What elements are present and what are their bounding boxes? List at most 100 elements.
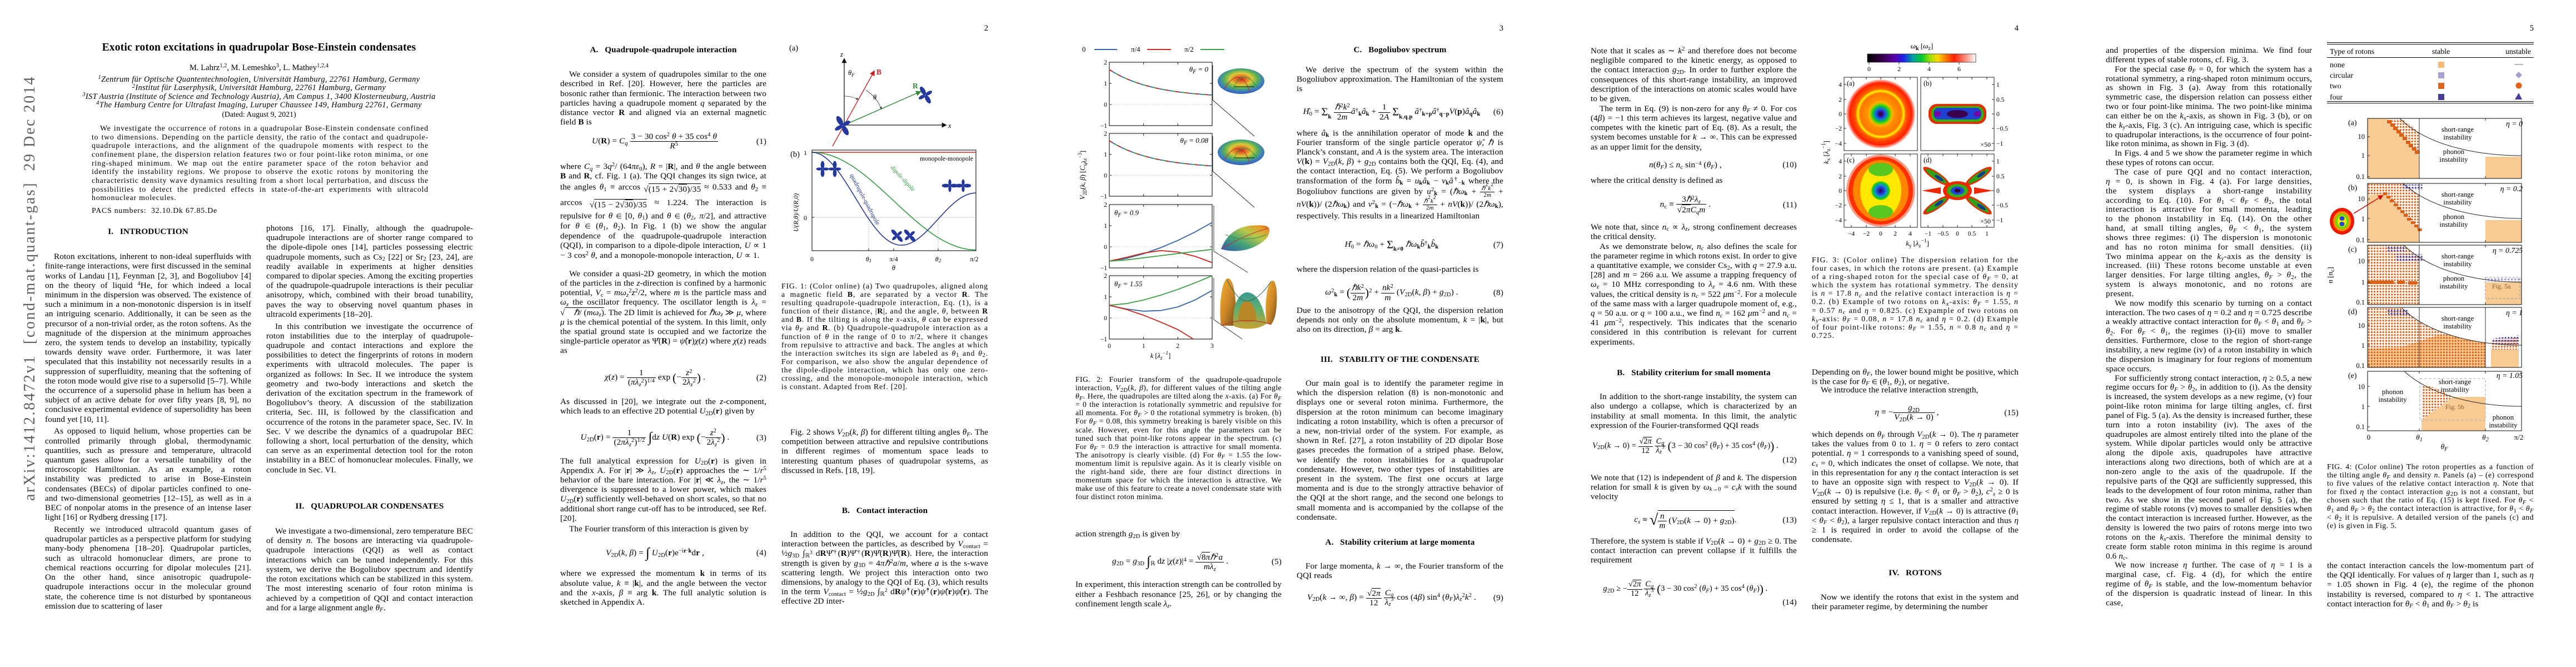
svg-text:−4: −4 (1835, 217, 1842, 224)
svg-text:2: 2 (1897, 65, 1901, 73)
svg-text:short-range: short-range (2442, 315, 2474, 322)
svg-text:θ1: θ1 (2416, 433, 2422, 443)
svg-text:two: two (2330, 82, 2341, 90)
svg-text:π/2: π/2 (2514, 433, 2524, 441)
svg-text:short-range: short-range (2442, 191, 2474, 198)
svg-text:0: 0 (1996, 188, 2000, 195)
svg-text:(d): (d) (2348, 308, 2358, 316)
svg-text:π/2: π/2 (1184, 45, 1194, 53)
svg-text:3: 3 (1210, 343, 1214, 350)
svg-text:−4: −4 (1848, 231, 1855, 237)
svg-text:θ2: θ2 (935, 255, 941, 263)
svg-text:π/4: π/4 (889, 255, 898, 263)
svg-text:(e): (e) (2348, 372, 2357, 380)
svg-text:1: 1 (2361, 152, 2365, 160)
svg-text:2: 2 (1894, 231, 1897, 237)
svg-text:0: 0 (1104, 102, 1107, 108)
svg-text:η = 0.2: η = 0.2 (2500, 185, 2523, 193)
svg-text:10: 10 (2358, 257, 2365, 265)
svg-text:θF = 1.55: θF = 1.55 (1114, 280, 1143, 290)
svg-text:(d): (d) (1924, 156, 1932, 164)
svg-text:1: 1 (1104, 294, 1107, 301)
svg-text:1: 1 (804, 149, 807, 157)
svg-text:4: 4 (1909, 231, 1912, 237)
svg-text:z: z (840, 51, 843, 58)
svg-text:−0.5: −0.5 (1996, 202, 2008, 209)
svg-text:10: 10 (2358, 383, 2365, 391)
svg-text:0.1: 0.1 (2356, 423, 2365, 431)
svg-text:(c): (c) (2348, 246, 2357, 254)
svg-text:phonon: phonon (2443, 148, 2465, 156)
svg-text:θF = 0.9: θF = 0.9 (1114, 208, 1139, 218)
svg-text:4: 4 (1838, 82, 1842, 88)
svg-text:θ1: θ1 (866, 255, 871, 263)
svg-text:(a): (a) (1847, 79, 1855, 87)
svg-text:phonon: phonon (2382, 388, 2404, 396)
svg-text:10: 10 (2358, 133, 2365, 141)
svg-text:(a): (a) (789, 44, 798, 53)
svg-text:n [nc]: n [nc] (2326, 267, 2336, 283)
svg-text:0: 0 (1104, 172, 1107, 179)
svg-text:4: 4 (1927, 65, 1931, 73)
svg-text:η = 0.725: η = 0.725 (2493, 246, 2523, 255)
svg-text:θ2: θ2 (2482, 433, 2488, 443)
svg-text:1: 1 (1104, 81, 1107, 87)
svg-text:2: 2 (1176, 343, 1179, 350)
svg-text:0: 0 (1082, 45, 1086, 53)
svg-text:instability: instability (2439, 156, 2468, 163)
svg-text:instability: instability (2443, 133, 2472, 141)
svg-text:0.5: 0.5 (1996, 173, 2005, 180)
svg-text:−1: −1 (1100, 265, 1107, 272)
svg-text:π/2: π/2 (970, 255, 978, 263)
svg-text:instability: instability (2443, 260, 2472, 268)
svg-text:unstable: unstable (2505, 47, 2531, 56)
svg-text:0: 0 (1838, 188, 1842, 195)
svg-text:θ: θ (892, 264, 895, 272)
svg-text:10: 10 (2358, 195, 2365, 203)
svg-text:−1: −1 (1100, 123, 1107, 130)
svg-text:stable: stable (2432, 47, 2450, 56)
svg-text:×50: ×50 (1980, 141, 1991, 148)
svg-text:dipole-dipole: dipole-dipole (889, 165, 916, 193)
svg-text:R: R (913, 82, 918, 90)
svg-text:instability: instability (2439, 221, 2468, 228)
svg-text:θF: θF (2441, 442, 2449, 452)
svg-text:0: 0 (1838, 111, 1842, 118)
svg-text:ky [λz−1]: ky [λz−1] (1906, 238, 1929, 249)
svg-text:0: 0 (810, 255, 814, 263)
svg-text:η = 1: η = 1 (2506, 308, 2523, 317)
svg-text:2: 2 (1104, 131, 1107, 137)
svg-text:0: 0 (1879, 231, 1882, 237)
svg-text:−1: −1 (1100, 336, 1107, 343)
svg-text:short-range: short-range (2442, 126, 2474, 133)
svg-text:−4: −4 (1835, 141, 1842, 147)
svg-text:(a): (a) (2348, 119, 2357, 127)
svg-text:monopole-monopole: monopole-monopole (920, 156, 973, 162)
svg-text:0.1: 0.1 (2356, 298, 2365, 306)
svg-text:2: 2 (1104, 59, 1107, 66)
svg-text:(b): (b) (1924, 79, 1932, 87)
svg-text:kx [λz−1]: kx [λz−1] (1821, 141, 1832, 164)
svg-text:2: 2 (1838, 97, 1842, 103)
svg-text:none: none (2330, 61, 2345, 69)
svg-text:Fig. 5b: Fig. 5b (2445, 403, 2464, 411)
svg-text:circular: circular (2330, 71, 2354, 79)
svg-text:0.5: 0.5 (1968, 231, 1976, 237)
svg-text:−1: −1 (1996, 141, 2003, 147)
svg-text:short-range: short-range (2442, 252, 2474, 260)
svg-text:1: 1 (2361, 403, 2365, 411)
svg-text:−2: −2 (1835, 126, 1842, 132)
svg-text:Fig. 5a: Fig. 5a (2492, 282, 2511, 290)
svg-text:instability: instability (2489, 421, 2518, 429)
svg-text:instability: instability (2443, 322, 2472, 330)
svg-text:V2D(k, β) [Cqλz−3]: V2D(k, β) [Cqλz−3] (1077, 151, 1088, 200)
svg-text:(b): (b) (2348, 184, 2358, 192)
svg-text:η = 1.05: η = 1.05 (2497, 371, 2523, 380)
svg-text:1: 1 (1104, 223, 1107, 230)
svg-text:−1: −1 (1100, 193, 1107, 200)
svg-text:0: 0 (1867, 65, 1871, 73)
svg-text:2: 2 (1104, 202, 1107, 208)
svg-text:0.1: 0.1 (2356, 173, 2365, 181)
svg-text:2: 2 (1104, 273, 1107, 280)
svg-text:2: 2 (1838, 173, 1842, 180)
